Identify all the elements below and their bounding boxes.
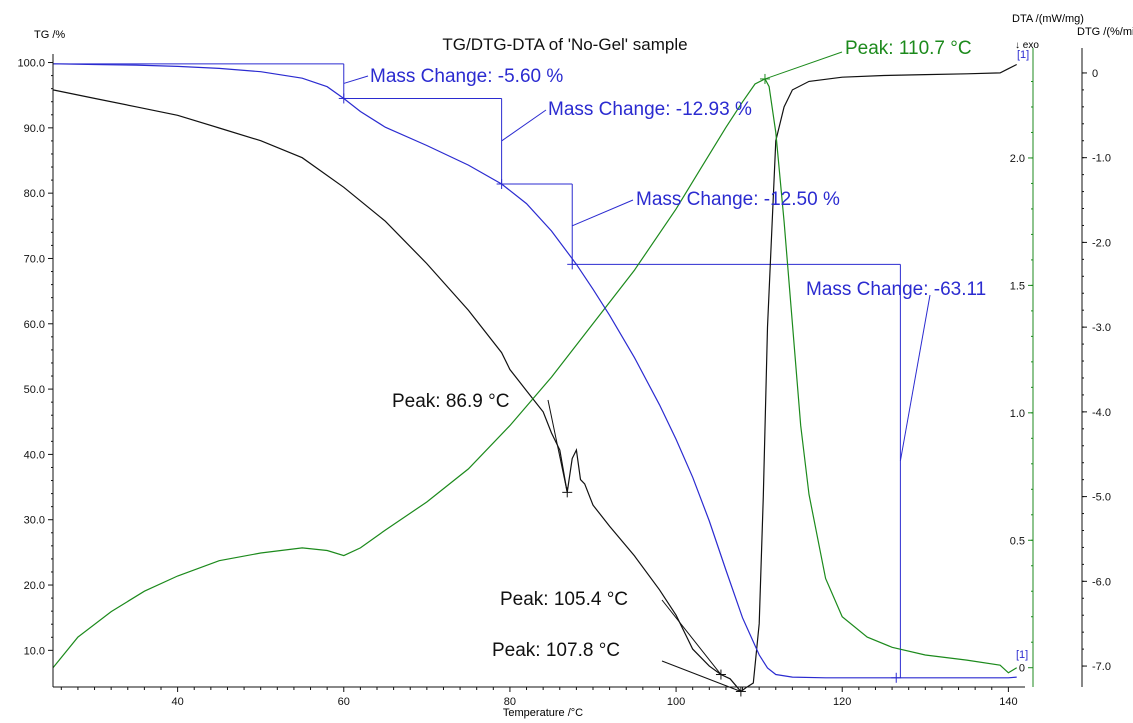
annotation-mass-change-1: Mass Change: -5.60 % xyxy=(370,66,563,87)
dta-tick-label: 2.0 xyxy=(1010,153,1025,165)
leader-3 xyxy=(572,199,634,227)
left-tick-label: 100.0 xyxy=(17,58,45,70)
dtg-tick-label: -3.0 xyxy=(1092,322,1111,334)
leader-4 xyxy=(899,294,931,462)
x-tick-label: 120 xyxy=(833,696,851,708)
dta-curve xyxy=(52,78,1018,674)
dtg-tick-label: -4.0 xyxy=(1092,407,1111,419)
dta-tick-label: 0 xyxy=(1019,663,1025,675)
leader-2 xyxy=(501,109,547,142)
dtg-tick-label: -5.0 xyxy=(1092,492,1111,504)
dtg-tick-label: -6.0 xyxy=(1092,576,1111,588)
annotation-dtg-peak-3: Peak: 107.8 °C xyxy=(492,640,620,661)
left-tick-label: 10.0 xyxy=(24,645,45,657)
annotation-dta-peak: Peak: 110.7 °C xyxy=(845,38,972,59)
x-tick-label: 100 xyxy=(667,696,685,708)
annotation-dtg-peak-2: Peak: 105.4 °C xyxy=(500,589,628,610)
left-tick-label: 30.0 xyxy=(24,515,45,527)
annotation-dtg-peak-1: Peak: 86.9 °C xyxy=(392,391,509,412)
curve-marker-bottom: [1] xyxy=(1016,649,1028,661)
dtg-peak-leader-3 xyxy=(661,660,742,692)
x-tick-label: 60 xyxy=(338,696,350,708)
x-tick-label: 40 xyxy=(171,696,183,708)
dtg-axis-title: DTG /(%/min) xyxy=(1077,26,1133,38)
dtg-tick-label: -2.0 xyxy=(1092,237,1111,249)
chart-title: TG/DTG-DTA of 'No-Gel' sample xyxy=(442,35,687,54)
dta-tick-label: 1.5 xyxy=(1010,280,1025,292)
left-tick-label: 20.0 xyxy=(24,580,45,592)
left-tick-label: 80.0 xyxy=(24,188,45,200)
x-axis-title: Temperature /°C xyxy=(503,707,583,719)
annotation-mass-change-3: Mass Change: -12.50 % xyxy=(636,189,840,210)
x-tick-label: 80 xyxy=(504,696,516,708)
dtg-curve xyxy=(52,63,1017,693)
leader-1 xyxy=(343,75,369,84)
left-axis-title: TG /% xyxy=(34,29,65,41)
annotation-mass-change-2: Mass Change: -12.93 % xyxy=(548,99,752,120)
dtg-tick-label: 0 xyxy=(1092,68,1098,80)
dtg-tick-label: -1.0 xyxy=(1092,153,1111,165)
dta-tick-label: 1.0 xyxy=(1010,408,1025,420)
dta-axis-title: DTA /(mW/mg) xyxy=(1012,13,1084,25)
left-tick-label: 60.0 xyxy=(24,319,45,331)
dta-tick-label: 0.5 xyxy=(1010,535,1025,547)
left-tick-label: 70.0 xyxy=(24,253,45,265)
dta-peak-leader xyxy=(764,51,843,80)
exo-marker: ↓ exo xyxy=(1015,40,1039,51)
x-tick-label: 140 xyxy=(999,696,1017,708)
dtg-peak-leader-2 xyxy=(661,599,722,675)
tg-curve xyxy=(52,63,1017,679)
dtg-tick-label: -7.0 xyxy=(1092,661,1111,673)
left-tick-label: 50.0 xyxy=(24,384,45,396)
left-tick-label: 90.0 xyxy=(24,123,45,135)
curve-marker-top: [1] xyxy=(1017,49,1029,61)
left-tick-label: 40.0 xyxy=(24,449,45,461)
annotation-mass-change-4: Mass Change: -63.11 xyxy=(806,279,986,300)
